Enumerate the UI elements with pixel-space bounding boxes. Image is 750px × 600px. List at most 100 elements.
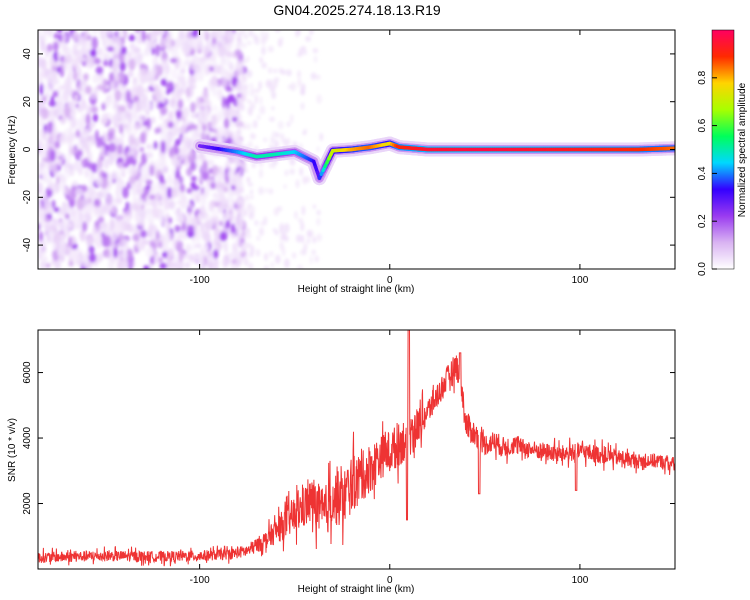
noise-speckle <box>237 234 243 240</box>
noise-speckle <box>59 133 67 145</box>
noise-speckle <box>158 199 163 207</box>
noise-speckle <box>127 70 134 78</box>
noise-speckle <box>238 219 245 226</box>
noise-speckle <box>249 245 255 255</box>
noise-speckle <box>117 222 122 234</box>
noise-speckle <box>46 43 53 52</box>
noise-speckle <box>111 60 119 72</box>
noise-speckle <box>45 91 51 98</box>
noise-speckle <box>223 203 229 210</box>
spectrogram-panel: -100 0 100 -40 -20 0 20 40 Height of straight … <box>7 29 748 295</box>
noise-speckle <box>136 242 142 249</box>
noise-speckle <box>272 160 276 169</box>
noise-speckle <box>300 249 306 256</box>
noise-speckle <box>101 235 110 248</box>
noise-speckle <box>81 44 86 57</box>
noise-speckle <box>56 176 60 186</box>
noise-speckle <box>68 260 74 267</box>
noise-speckle <box>236 251 240 260</box>
noise-speckle <box>176 199 183 206</box>
noise-speckle <box>105 202 111 216</box>
noise-speckle <box>186 187 193 194</box>
noise-speckle <box>265 79 272 88</box>
noise-speckle <box>297 70 301 79</box>
noise-speckle <box>150 116 156 124</box>
noise-speckle <box>43 84 51 92</box>
noise-speckle <box>136 182 143 194</box>
noise-speckle <box>54 234 60 241</box>
noise-speckle <box>162 72 169 81</box>
spectrogram-y-tick-label: -20 <box>22 190 33 205</box>
noise-speckle <box>299 167 304 176</box>
noise-speckle <box>49 149 56 162</box>
noise-speckle <box>159 262 168 269</box>
noise-speckle <box>254 88 260 93</box>
noise-speckle <box>224 58 231 67</box>
noise-speckle <box>246 232 252 240</box>
noise-speckle <box>234 172 241 183</box>
noise-speckle <box>44 224 50 234</box>
noise-speckle <box>218 165 224 175</box>
noise-speckle <box>248 211 255 220</box>
noise-speckle <box>236 202 240 207</box>
noise-speckle <box>176 240 184 251</box>
noise-speckle <box>224 160 231 170</box>
noise-speckle <box>253 120 258 129</box>
noise-speckle <box>102 78 108 87</box>
noise-speckle <box>232 242 238 252</box>
noise-speckle <box>145 247 152 258</box>
noise-speckle <box>91 30 99 35</box>
noise-speckle <box>274 229 279 236</box>
noise-speckle <box>213 249 219 259</box>
noise-speckle <box>314 255 319 263</box>
noise-speckle <box>246 176 251 183</box>
noise-speckle <box>294 210 298 220</box>
noise-speckle <box>107 112 113 120</box>
noise-speckle <box>225 51 234 58</box>
noise-speckle <box>181 191 186 202</box>
noise-speckle <box>97 216 105 223</box>
noise-speckle <box>121 123 128 129</box>
noise-speckle <box>141 30 146 42</box>
noise-speckle <box>209 52 217 62</box>
noise-speckle <box>65 187 71 196</box>
noise-speckle <box>298 218 304 223</box>
noise-speckle <box>69 103 75 112</box>
noise-speckle <box>61 242 68 252</box>
noise-speckle <box>240 245 245 253</box>
noise-speckle <box>132 233 140 242</box>
noise-speckle <box>163 198 170 211</box>
noise-speckle <box>316 146 320 152</box>
noise-speckle <box>90 106 98 114</box>
snr-x-tick-label: 100 <box>572 575 589 586</box>
spectrogram-y-tick-label: 20 <box>22 96 33 108</box>
noise-speckle <box>153 141 158 150</box>
noise-speckle <box>71 32 80 42</box>
noise-speckle <box>96 164 101 175</box>
noise-speckle <box>202 231 211 242</box>
colorbar <box>711 29 735 270</box>
noise-speckle <box>183 155 189 167</box>
noise-speckle <box>312 48 319 54</box>
noise-speckle <box>209 200 216 208</box>
noise-speckle <box>38 222 41 232</box>
noise-speckle <box>316 94 322 104</box>
noise-speckle <box>297 30 301 37</box>
noise-speckle <box>158 30 163 35</box>
noise-speckle <box>159 173 165 184</box>
noise-speckle <box>74 94 79 102</box>
noise-speckle <box>84 49 90 57</box>
noise-speckle <box>157 241 163 249</box>
spectrogram-y-label: Frequency (Hz) <box>7 116 18 185</box>
noise-speckle <box>83 73 89 81</box>
noise-speckle <box>80 56 87 62</box>
noise-speckle <box>244 194 250 202</box>
noise-speckle <box>40 166 48 179</box>
noise-speckle <box>117 71 126 85</box>
noise-speckle <box>100 144 106 158</box>
noise-speckle <box>153 165 159 171</box>
noise-speckle <box>115 178 120 191</box>
noise-speckle <box>200 226 205 233</box>
carrier-trace <box>192 136 675 186</box>
noise-speckle <box>108 172 114 184</box>
